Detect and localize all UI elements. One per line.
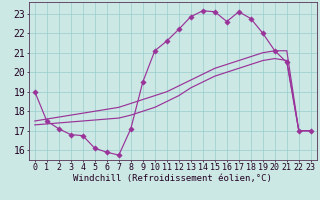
X-axis label: Windchill (Refroidissement éolien,°C): Windchill (Refroidissement éolien,°C) xyxy=(73,174,272,183)
